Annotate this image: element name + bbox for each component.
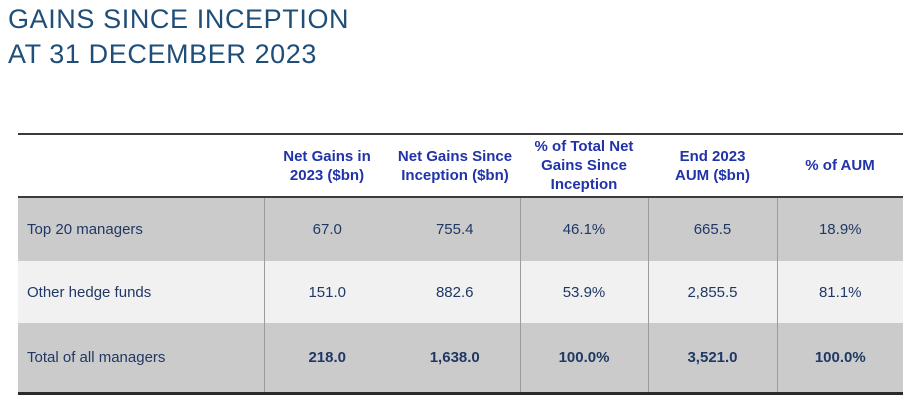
cell-net-gains-since-inception: 882.6 bbox=[390, 261, 520, 323]
gains-since-inception-table: Net Gains in 2023 ($bn) Net Gains Since Inc… bbox=[18, 133, 903, 395]
cell-pct-total-net-gains: 53.9% bbox=[519, 261, 648, 323]
cell-net-gains-2023: 151.0 bbox=[263, 261, 390, 323]
cell-end-2023-aum: 2,855.5 bbox=[647, 261, 777, 323]
cell-pct-total-net-gains: 46.1% bbox=[519, 197, 648, 261]
cell-net-gains-since-inception: 755.4 bbox=[390, 197, 520, 261]
table-row: Other hedge funds 151.0 882.6 53.9% 2,855.5 8… bbox=[18, 261, 903, 323]
page-title: GAINS SINCE INCEPTION AT 31 DECEMBER 2023 bbox=[8, 2, 349, 72]
cell-pct-of-aum: 81.1% bbox=[776, 261, 903, 323]
cell-net-gains-since-inception: 1,638.0 bbox=[390, 323, 520, 395]
table-header-row: Net Gains in 2023 ($bn) Net Gains Since Inc… bbox=[18, 134, 903, 198]
table-header: Net Gains in 2023 ($bn) Net Gains Since Inc… bbox=[18, 134, 903, 198]
page-title-line1: GAINS SINCE INCEPTION bbox=[8, 4, 350, 34]
row-label: Total of all managers bbox=[18, 323, 264, 395]
cell-end-2023-aum: 3,521.0 bbox=[647, 323, 777, 395]
column-header-end-2023-aum: End 2023 AUM ($bn) bbox=[648, 134, 777, 198]
cell-pct-of-aum: 18.9% bbox=[776, 197, 903, 261]
table-row: Total of all managers 218.0 1,638.0 100.0% 3… bbox=[18, 323, 903, 395]
cell-net-gains-2023: 67.0 bbox=[263, 197, 390, 261]
cell-pct-total-net-gains: 100.0% bbox=[519, 323, 648, 395]
table-body: Top 20 managers 67.0 755.4 46.1% 665.5 18.9% O… bbox=[18, 197, 903, 395]
row-label: Other hedge funds bbox=[18, 261, 264, 323]
column-header-row-label-column bbox=[18, 134, 264, 198]
page-title-line2: AT 31 DECEMBER 2023 bbox=[8, 39, 318, 69]
column-header-net-gains-2023: Net Gains in 2023 ($bn) bbox=[264, 134, 390, 198]
cell-net-gains-2023: 218.0 bbox=[263, 323, 390, 395]
column-header-pct-of-aum: % of AUM bbox=[777, 134, 903, 198]
column-header-pct-total-net-gains: % of Total Net Gains Since Inception bbox=[520, 134, 648, 198]
cell-pct-of-aum: 100.0% bbox=[776, 323, 903, 395]
cell-end-2023-aum: 665.5 bbox=[647, 197, 777, 261]
table-row: Top 20 managers 67.0 755.4 46.1% 665.5 18.9% bbox=[18, 197, 903, 261]
row-label: Top 20 managers bbox=[18, 197, 264, 261]
column-header-net-gains-since-inception: Net Gains Since Inception ($bn) bbox=[390, 134, 520, 198]
